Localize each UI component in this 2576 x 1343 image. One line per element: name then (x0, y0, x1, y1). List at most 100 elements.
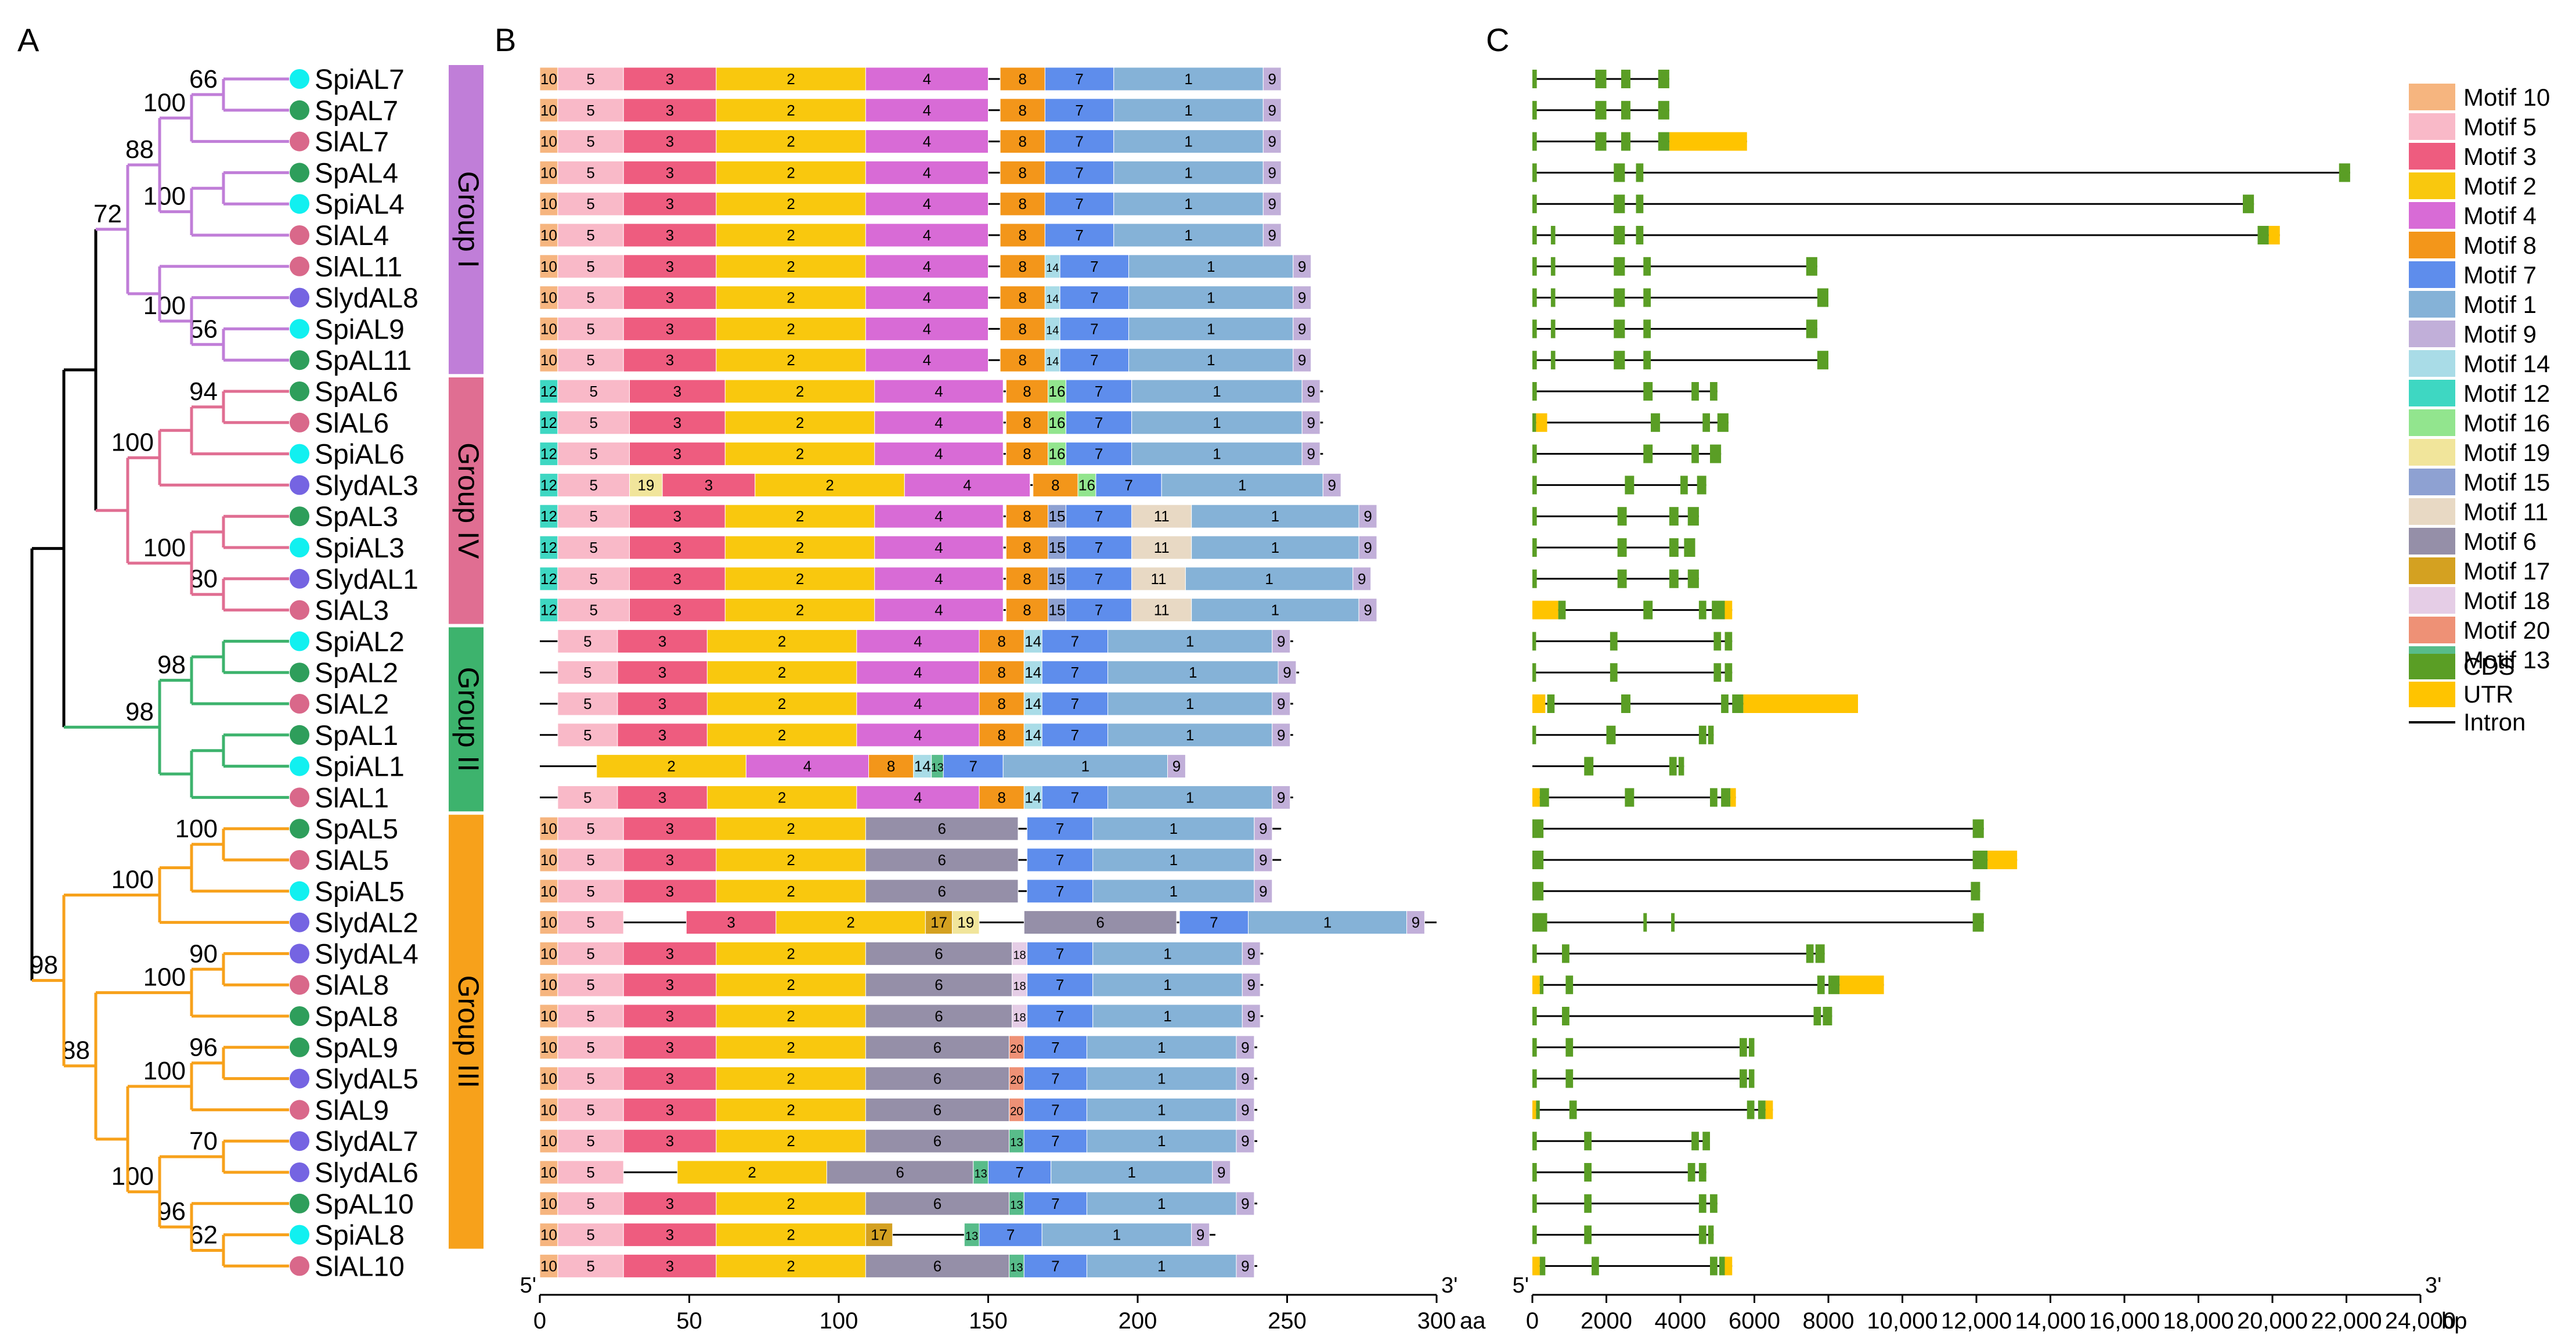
motif-3-box (623, 1097, 717, 1122)
legend-swatch-motif-8 (2409, 232, 2455, 258)
motif-7-label: 7 (1090, 258, 1098, 275)
legend-swatch-motif-16 (2409, 409, 2455, 436)
motif-1-box (1113, 98, 1264, 123)
motif-14-box (1023, 723, 1042, 747)
motif-2-label: 2 (786, 226, 795, 244)
cds-block (1532, 851, 1544, 869)
motif-8-label: 8 (997, 664, 1005, 681)
motif-5-label: 5 (586, 1257, 594, 1274)
motif-14-label: 14 (1046, 262, 1059, 275)
motif-4-label: 4 (923, 351, 931, 369)
motif-4-box (874, 411, 1004, 435)
motif-5-box (557, 160, 624, 185)
cds-block (1532, 1038, 1537, 1057)
cds-block (1621, 132, 1630, 151)
motif-16-label: 16 (1048, 383, 1065, 400)
motif-8-label: 8 (1018, 133, 1026, 150)
cds-block (2243, 195, 2254, 214)
motif-10-label: 10 (540, 851, 557, 869)
motif-9-label: 9 (1268, 195, 1276, 213)
cds-block (1669, 757, 1677, 776)
motif-1-label: 1 (1163, 1007, 1171, 1025)
motif-9-box (1236, 1035, 1255, 1060)
motif-7-box (1023, 1191, 1087, 1216)
gene-label-spal2: SpAL2 (315, 658, 398, 689)
motif-5-box (557, 316, 624, 341)
motif-5-box (557, 504, 630, 528)
motif-7-label: 7 (1056, 945, 1064, 962)
motif-8-label: 8 (1023, 383, 1031, 400)
gene-label-spal4: SpAL4 (315, 158, 398, 189)
motif-2-label: 2 (778, 695, 786, 712)
motif-13-box (973, 1160, 988, 1184)
motif-2-label: 2 (786, 1226, 795, 1244)
motif-6-label: 6 (933, 1070, 941, 1088)
motif-1-label: 1 (1186, 788, 1194, 806)
motif-6-box (865, 816, 1019, 841)
cds-block (1532, 507, 1537, 526)
motif-7-label: 7 (1056, 976, 1064, 993)
motif-1-label: 1 (1184, 133, 1192, 150)
motif-13-label: 13 (965, 1230, 978, 1243)
cds-block (1740, 1038, 1747, 1057)
cds-block (2339, 163, 2350, 182)
cds-block (1532, 913, 1547, 932)
cds-block (1532, 663, 1536, 682)
motif-9-label: 9 (1328, 476, 1336, 494)
motif-2-box (716, 223, 866, 247)
cds-block (1708, 1225, 1714, 1244)
species-dot (290, 475, 309, 495)
motif-10-label: 10 (540, 258, 557, 275)
motif-10-box (539, 848, 558, 872)
species-dot (290, 912, 309, 932)
motif-8-label: 8 (1023, 570, 1031, 588)
motif-4-label: 4 (923, 102, 931, 119)
cds-block (1669, 507, 1679, 526)
motif-8-box (1000, 98, 1045, 123)
cds-block (1550, 257, 1556, 276)
cds-block (1651, 413, 1660, 432)
legend-swatch-motif-10 (2409, 84, 2455, 110)
motif-8-box (1000, 348, 1045, 372)
legend-label-motif-13: Motif 13 (2463, 646, 2550, 674)
cds-block (1748, 1038, 1755, 1057)
motif-4-box (856, 660, 980, 685)
motif-9-box (1262, 192, 1282, 216)
axis-tick-label: 0 (1526, 1308, 1539, 1334)
motif-1-label: 1 (1207, 289, 1215, 307)
axis-bp: 0 2000 4000 6000 8000 10,000 12,000 14,000 16,00… (1513, 1273, 2467, 1334)
motif-5-box (557, 973, 624, 997)
motif-7-label: 7 (1051, 1257, 1059, 1274)
structure-row-spial9 (1532, 319, 1817, 339)
motif-9-label: 9 (1277, 632, 1285, 650)
structure-row-spial5 (1532, 881, 1980, 901)
motif-14-box (1023, 785, 1042, 809)
motif-7-label: 7 (1051, 1070, 1059, 1088)
motif-5-box (557, 816, 624, 841)
motif-9-box (1262, 160, 1282, 185)
motif-7-label: 7 (1075, 226, 1083, 244)
motif-4-label: 4 (935, 445, 943, 463)
utr-block (2268, 226, 2280, 244)
motif-1-label: 1 (1157, 1257, 1166, 1274)
motif-1-label: 1 (1213, 414, 1221, 431)
cds-block (1712, 600, 1725, 620)
legend-label-motif-9: Motif 9 (2463, 321, 2537, 348)
motif-3-label: 3 (666, 945, 674, 962)
motif-3-box (623, 1254, 717, 1278)
motif-3-box (623, 316, 717, 341)
cds-block (1669, 569, 1679, 588)
gene-label-spal10: SpAL10 (315, 1189, 414, 1220)
cds-block (1617, 507, 1627, 526)
motif-7-box (1059, 254, 1130, 279)
motif-7-label: 7 (1075, 70, 1083, 88)
panel-label-a: A (17, 21, 39, 58)
motif-12-box (539, 411, 558, 435)
motif-3-label: 3 (666, 70, 674, 88)
motif-2-label: 2 (786, 851, 795, 869)
cds-block (1550, 288, 1556, 307)
motif-8-box (1005, 379, 1049, 404)
motif-9-label: 9 (1247, 1007, 1255, 1025)
motif-5-label: 5 (586, 1132, 594, 1150)
motif-4-label: 4 (935, 602, 943, 619)
